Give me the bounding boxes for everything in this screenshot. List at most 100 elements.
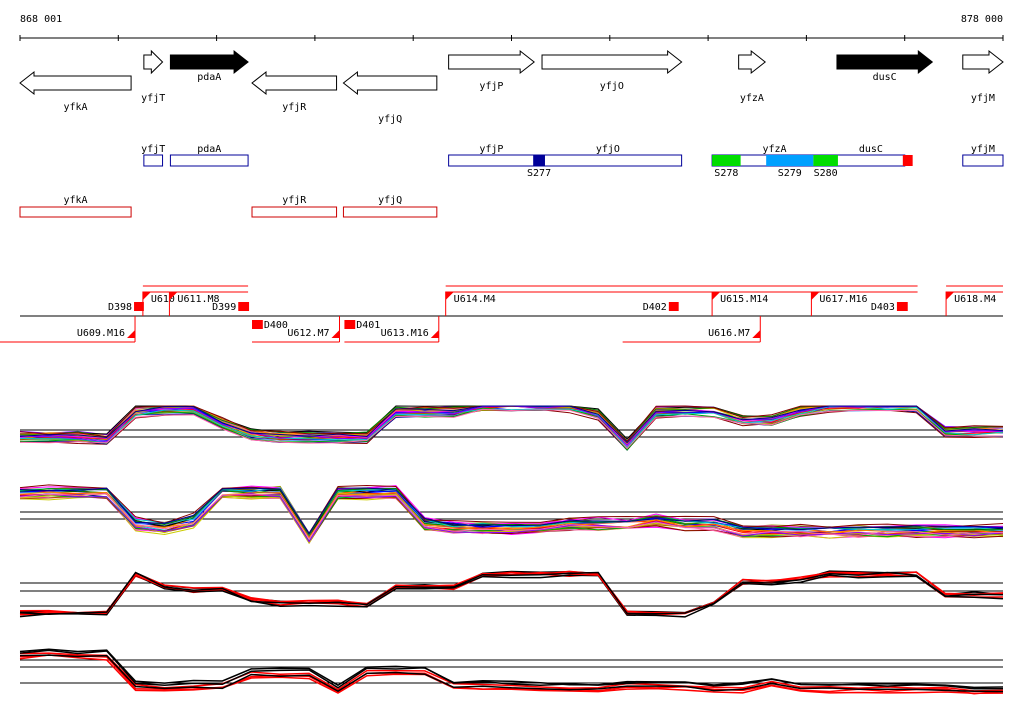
upshift-flag [430,330,439,338]
gene-track: yfkA yfjT pdaA yfjR yfjQ yfjP yfjO yfzA dusC yfjM [19,49,1004,125]
upshift-flag [712,292,721,300]
operon-forward-box [962,154,1004,167]
profile-track-forward-selected [19,570,1004,618]
profile-series-line [19,571,1004,615]
operon-forward-label: pdaA [197,144,221,155]
profile-series-line [19,407,1004,449]
downshift-forward-marker [896,302,908,311]
profile-series-line [19,573,1004,616]
profile-series-line [19,484,1004,535]
downshift-reverse-marker [344,320,356,329]
downshift-reverse-label: D400 [264,320,288,331]
profile-series-line [19,493,1004,543]
upshift-forward-label: U615.M14 [720,294,768,305]
profile-series-line [19,405,1004,444]
downshift-forward-label: D403 [871,302,895,313]
profile-series-line [19,408,1004,450]
gene-arrow-yfjQ [342,70,438,96]
end-coordinate: 878 000 [961,14,1003,25]
coordinate-ruler [19,35,1004,41]
gene-label: yfjR [282,102,307,113]
profile-series-line [19,493,1004,540]
operon-reverse-box [19,206,132,218]
downshift-forward-label: D399 [212,302,236,313]
gene-arrow-pdaA [169,49,249,75]
gene-label: pdaA [197,72,221,83]
downshift-reverse-marker [252,320,263,329]
site-marker [712,155,741,166]
profile-series-line [19,654,1004,695]
site-marker [902,155,913,166]
gene-arrow-yfjT [143,49,164,75]
profile-series-line [19,487,1004,535]
profile-series-line [19,648,1004,689]
site-marker [813,155,838,166]
operon-forward-label: yfjM [971,144,995,155]
operon-reverse-label: yfkA [63,195,87,206]
operon-forward-label: dusC [859,144,883,155]
upshift-forward-label: U611.M8 [177,294,219,305]
site-label: S279 [778,168,802,179]
upshift-forward-label: U610 [151,294,175,305]
operon-forward-label: yfjP [479,144,503,155]
profile-series-line [19,571,1004,615]
operon-forward-label: yfjT [141,144,165,155]
profile-series-line [19,487,1004,535]
gene-arrow-yfjP [448,49,535,75]
operon-forward-box [169,154,249,167]
upshift-flag [811,292,820,300]
gene-label: yfjP [479,81,503,92]
gene-label: yfjQ [378,114,402,125]
upshift-flag [946,292,955,300]
upshift-flag [127,330,136,338]
profile-series-line [19,488,1004,540]
upshift-forward-label: U617.M16 [819,294,867,305]
site-label: S277 [527,168,551,179]
gene-label: yfjM [971,93,995,104]
up-down-shift-track: U610 U611.M8 U614.M4 U615.M14 U617.M16 U618.M… [0,285,1003,343]
upshift-flag [142,292,151,300]
site-label: S280 [814,168,838,179]
operon-forward-label: yfjO [596,144,620,155]
profile-track-reverse-selected [19,648,1004,695]
downshift-forward-marker [238,302,250,311]
profile-series-line [19,649,1003,690]
gene-arrow-yfzA [738,49,766,75]
expression-profile-tracks [19,405,1004,695]
gene-label: yfzA [740,93,764,104]
gene-label: yfjO [600,81,624,92]
upshift-forward-label: U614.M4 [454,294,496,305]
profile-series-line [19,654,1004,693]
reverse-transcription-unit-track: yfkA yfjR yfjQ [19,195,438,218]
downshift-forward-label: D398 [108,302,132,313]
upshift-forward-label: U618.M4 [954,294,996,305]
operon-forward-box [143,154,164,167]
operon-forward-label: yfzA [762,144,786,155]
site-label: S278 [714,168,738,179]
upshift-flag [445,292,454,300]
downshift-forward-marker [668,302,679,311]
upshift-reverse-label: U616.M7 [708,328,750,339]
upshift-flag [752,330,761,338]
downshift-forward-marker [134,302,144,311]
gene-label: yfkA [63,102,87,113]
profile-track-forward-all [19,405,1004,451]
gene-label: yfjT [141,93,165,104]
downshift-forward-label: D402 [643,302,667,313]
operon-reverse-box [251,206,338,218]
forward-transcription-unit-track: yfjT pdaA yfjP yfjO yfzA dusC yfjM S277 S278 S279… [141,144,1004,179]
profile-series-line [19,652,1004,692]
site-marker [533,155,545,166]
profile-series-line [19,574,1004,618]
upshift-reverse-label: U612.M7 [287,328,329,339]
upshift-reverse-label: U613.M16 [381,328,429,339]
gene-arrow-yfjO [541,49,683,75]
gene-arrow-yfjR [251,70,338,96]
start-coordinate: 868 001 [20,14,62,25]
operon-forward-box [836,154,906,167]
operon-reverse-label: yfjR [282,195,307,206]
operon-reverse-box [342,206,438,218]
site-marker [766,155,814,166]
gene-label: dusC [873,72,897,83]
gene-arrow-yfkA [19,70,132,96]
